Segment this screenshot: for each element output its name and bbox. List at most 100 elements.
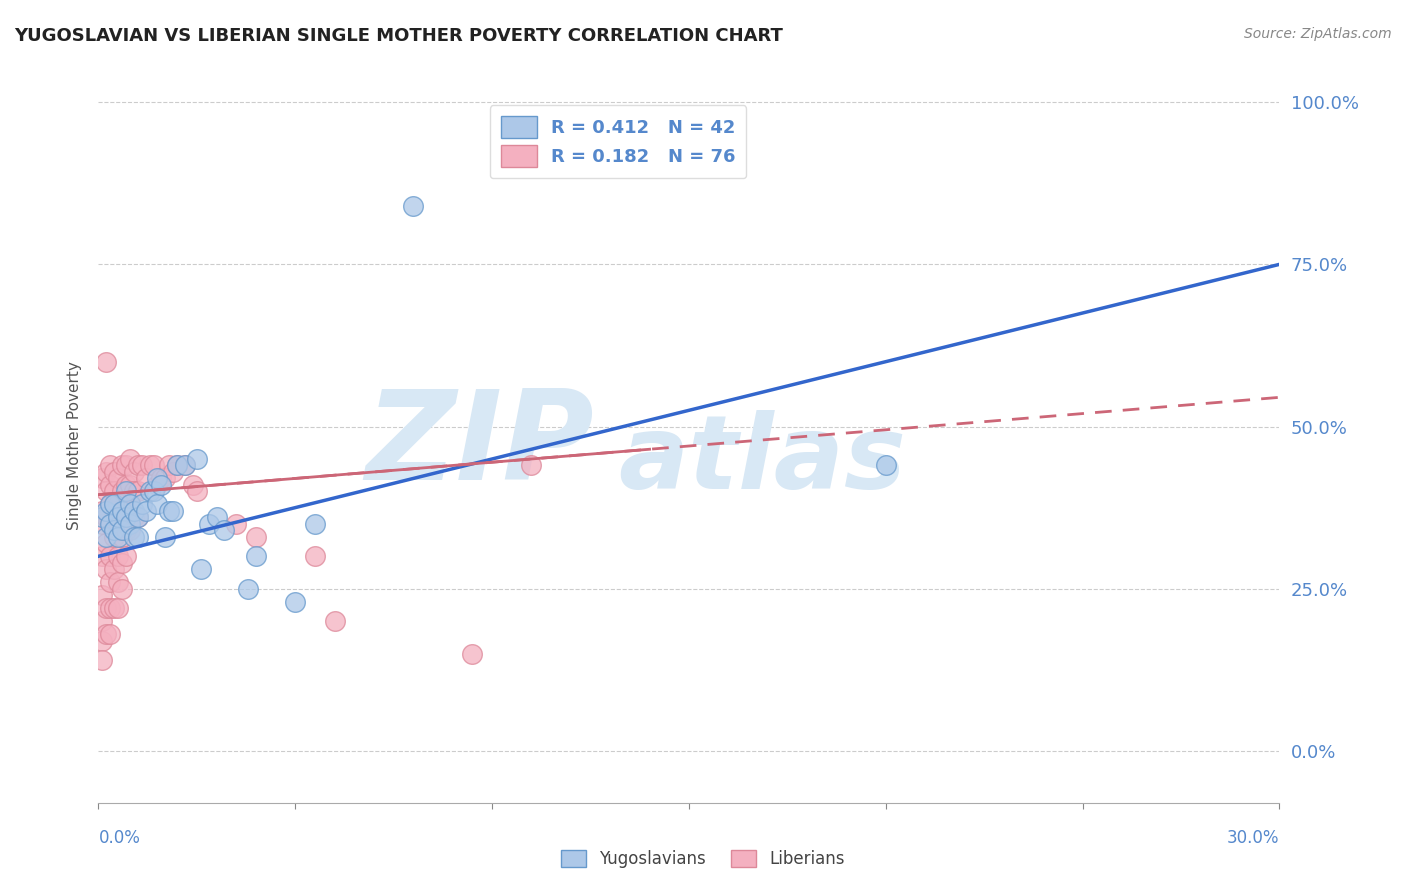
Point: [135, 471, 157, 485]
Point: [166, 458, 188, 473]
Point: [111, 504, 134, 518]
Point: [91, 549, 114, 564]
Point: [142, 484, 165, 499]
Point: [115, 504, 138, 518]
Point: [111, 504, 134, 518]
Point: [98, 627, 121, 641]
Point: [98, 575, 121, 590]
Point: [146, 497, 169, 511]
Point: [115, 549, 138, 564]
Point: [91, 614, 114, 628]
Point: [127, 484, 149, 499]
Point: [155, 471, 177, 485]
Point: [174, 458, 197, 473]
Point: [115, 458, 138, 473]
Point: [127, 530, 149, 544]
Point: [304, 516, 326, 531]
Point: [103, 504, 125, 518]
Point: [127, 510, 149, 524]
Point: [96, 465, 118, 479]
Point: [214, 524, 236, 538]
Point: [138, 484, 160, 499]
Point: [96, 510, 118, 524]
Point: [118, 452, 141, 467]
Point: [162, 465, 184, 479]
Point: [111, 530, 134, 544]
Point: [245, 530, 267, 544]
Point: [181, 478, 204, 492]
Point: [520, 458, 543, 473]
Point: [96, 562, 118, 576]
Point: [225, 516, 247, 531]
Point: [118, 516, 141, 531]
Point: [323, 614, 346, 628]
Point: [236, 582, 259, 596]
Point: [91, 504, 114, 518]
Point: [96, 354, 118, 368]
Point: [91, 633, 114, 648]
Point: [118, 497, 141, 511]
Point: [402, 199, 425, 213]
Point: [304, 549, 326, 564]
Point: [111, 524, 134, 538]
Point: [131, 458, 153, 473]
Point: [91, 516, 114, 531]
Point: [115, 524, 138, 538]
Point: [245, 549, 267, 564]
Point: [107, 471, 129, 485]
Point: [146, 471, 169, 485]
Point: [186, 484, 208, 499]
Point: [197, 516, 219, 531]
Point: [157, 504, 180, 518]
Point: [138, 458, 160, 473]
Point: [96, 536, 118, 550]
Point: [461, 647, 484, 661]
Point: [98, 497, 121, 511]
Point: [205, 510, 228, 524]
Point: [127, 510, 149, 524]
Text: Source: ZipAtlas.com: Source: ZipAtlas.com: [1244, 27, 1392, 41]
Point: [118, 497, 141, 511]
Point: [111, 582, 134, 596]
Text: 30.0%: 30.0%: [1227, 829, 1279, 847]
Point: [157, 458, 180, 473]
Point: [115, 510, 138, 524]
Point: [91, 588, 114, 602]
Point: [91, 510, 114, 524]
Point: [146, 478, 169, 492]
Point: [98, 549, 121, 564]
Point: [91, 471, 114, 485]
Point: [122, 484, 145, 499]
Point: [127, 458, 149, 473]
Point: [96, 601, 118, 615]
Text: ZIP: ZIP: [366, 385, 595, 507]
Point: [122, 504, 145, 518]
Point: [122, 465, 145, 479]
Point: [103, 530, 125, 544]
Point: [162, 504, 184, 518]
Legend: Yugoslavians, Liberians: Yugoslavians, Liberians: [554, 843, 852, 875]
Point: [875, 458, 897, 473]
Point: [103, 524, 125, 538]
Point: [284, 595, 307, 609]
Point: [111, 556, 134, 570]
Point: [122, 510, 145, 524]
Point: [107, 524, 129, 538]
Point: [91, 653, 114, 667]
Point: [111, 458, 134, 473]
Point: [150, 478, 173, 492]
Point: [131, 497, 153, 511]
Point: [98, 516, 121, 531]
Y-axis label: Single Mother Poverty: Single Mother Poverty: [67, 361, 83, 531]
Text: atlas: atlas: [619, 409, 905, 511]
Point: [98, 601, 121, 615]
Point: [150, 471, 173, 485]
Point: [107, 510, 129, 524]
Point: [186, 452, 208, 467]
Point: [107, 601, 129, 615]
Point: [107, 549, 129, 564]
Point: [96, 627, 118, 641]
Point: [96, 484, 118, 499]
Point: [96, 530, 118, 544]
Point: [118, 524, 141, 538]
